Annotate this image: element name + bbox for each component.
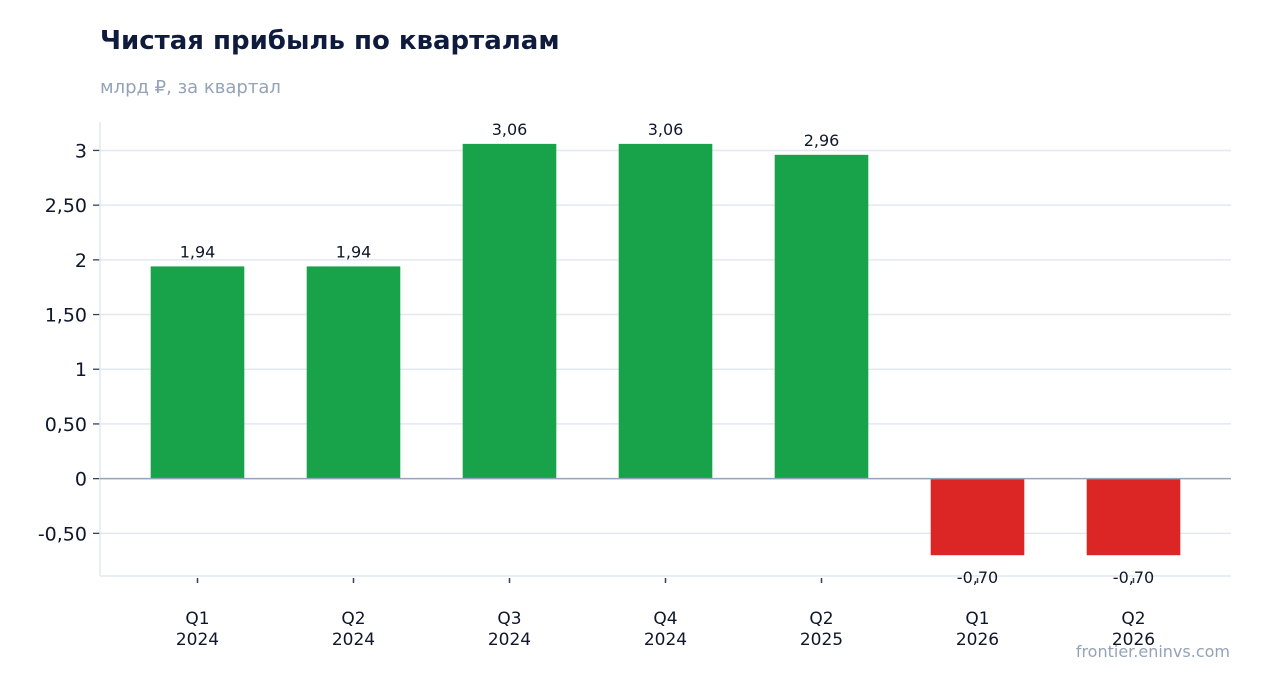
y-tick-label: 1 [75, 359, 87, 381]
y-tick-label: 2,50 [45, 195, 87, 217]
x-axis-ticks: Q1 2024 Q2 2024 Q3 2024 Q4 2024 Q2 2025 Q1 2026 Q2 20… [176, 578, 1155, 650]
data-label: -0,70 [1113, 568, 1154, 587]
x-tick-label: Q1 2024 [176, 609, 219, 650]
y-tick-label: 3 [75, 140, 87, 162]
y-tick-label: -0,50 [38, 523, 87, 545]
y-tick-label: 1,50 [45, 305, 87, 327]
bar [618, 143, 713, 479]
x-tick-label: Q2 2026 [1112, 609, 1155, 650]
x-tick-label: Q2 2025 [800, 609, 843, 650]
bar [1086, 478, 1181, 556]
data-label: 3,06 [492, 120, 528, 139]
bar [930, 478, 1025, 556]
y-tick-label: 2 [75, 250, 87, 272]
bar [306, 266, 401, 479]
data-label: -0,70 [957, 568, 998, 587]
data-labels: 1,94 1,94 3,06 3,06 2,96 -0,70 -0,70 [180, 120, 1155, 587]
data-label: 1,94 [180, 242, 216, 261]
y-tick-label: 0,50 [45, 414, 87, 436]
bar [462, 143, 557, 479]
bars [150, 143, 1181, 556]
y-axis-ticks: -0,50 0 0,50 1 1,50 2 2,50 3 [38, 140, 100, 545]
y-tick-label: 0 [75, 469, 87, 491]
x-tick-label: Q3 2024 [488, 609, 531, 650]
axes [99, 122, 1231, 577]
x-tick-label: Q4 2024 [644, 609, 687, 650]
chart-subtitle: млрд ₽, за квартал [100, 77, 281, 98]
x-tick-label: Q1 2026 [956, 609, 999, 650]
source-credit: frontier.eninvs.com [1075, 642, 1230, 661]
x-tick-label: Q2 2024 [332, 609, 375, 650]
data-label: 2,96 [804, 131, 840, 150]
bar [150, 266, 245, 479]
chart-title: Чистая прибыль по кварталам [100, 26, 560, 56]
data-label: 1,94 [336, 242, 372, 261]
bar [774, 154, 869, 479]
data-label: 3,06 [648, 120, 684, 139]
